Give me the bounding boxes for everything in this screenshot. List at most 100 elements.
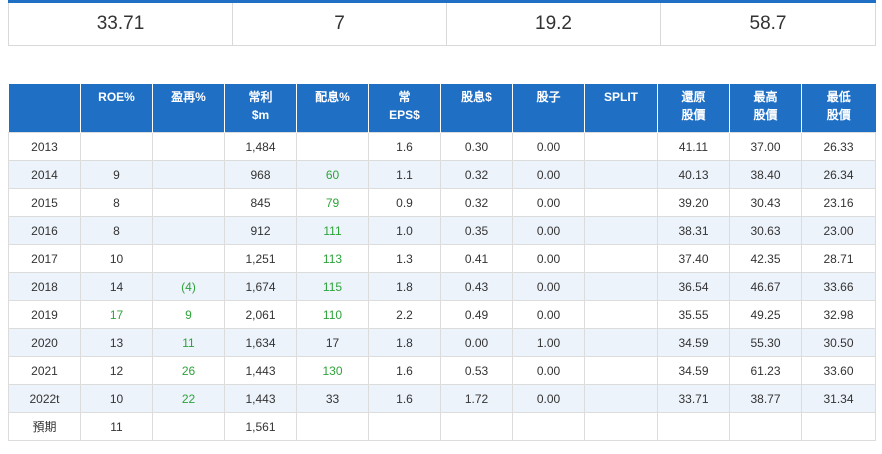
table-cell: 2,061 xyxy=(224,300,297,329)
table-cell: 33.66 xyxy=(801,272,876,301)
table-cell xyxy=(729,412,802,441)
table-cell: 0.32 xyxy=(440,160,513,189)
table-cell: 0.32 xyxy=(440,188,513,217)
table-cell xyxy=(584,412,658,441)
table-cell: 17 xyxy=(296,328,369,357)
table-cell: 26.33 xyxy=(801,132,876,161)
table-row: 2019 17 9 2,061 110 2.2 0.49 0.00 35.55 49.25 32.9… xyxy=(8,300,876,329)
table-cell: 115 xyxy=(296,272,369,301)
column-header-line: 股子 xyxy=(536,90,561,104)
table-cell xyxy=(584,244,658,273)
table-cell: 0.00 xyxy=(512,384,585,413)
table-cell: 55.30 xyxy=(729,328,802,357)
column-header: 最低 股價 xyxy=(801,84,876,133)
column-header-line: EPS$ xyxy=(389,108,420,122)
column-header-line: SPLIT xyxy=(603,90,638,104)
table-cell: 0.49 xyxy=(440,300,513,329)
table-cell: 0.00 xyxy=(512,216,585,245)
table-cell: 28.71 xyxy=(801,244,876,273)
table-cell xyxy=(584,384,658,413)
table-cell: 23.16 xyxy=(801,188,876,217)
table-cell: 36.54 xyxy=(657,272,730,301)
table-cell: 1.8 xyxy=(368,328,441,357)
financial-table: ROE% 盈再% 常利 $m 配息% 常 EPS$ 股息$ 股子 SPLIT 還原 股價 最高 股價 最低股… xyxy=(8,84,876,441)
column-header-line: 常利 xyxy=(248,90,273,104)
table-cell: 1,634 xyxy=(224,328,297,357)
summary-row: 33.71 7 19.2 58.7 xyxy=(8,0,876,46)
table-cell: 79 xyxy=(296,188,369,217)
table-cell: 35.55 xyxy=(657,300,730,329)
table-body: 2013 1,484 1.6 0.30 0.00 41.11 37.00 26.33 2014 9… xyxy=(8,132,876,441)
table-cell: (4) xyxy=(152,272,225,301)
table-cell: 1.72 xyxy=(440,384,513,413)
table-cell: 46.67 xyxy=(729,272,802,301)
table-cell: 0.00 xyxy=(440,328,513,357)
table-cell: 0.35 xyxy=(440,216,513,245)
table-cell: 111 xyxy=(296,216,369,245)
table-cell xyxy=(296,412,369,441)
column-header: 常利 $m xyxy=(224,84,297,133)
table-cell: 41.11 xyxy=(657,132,730,161)
table-cell: 26 xyxy=(152,356,225,385)
row-year: 2015 xyxy=(8,188,81,217)
table-cell xyxy=(584,328,658,357)
table-cell: 912 xyxy=(224,216,297,245)
table-row: 2013 1,484 1.6 0.30 0.00 41.11 37.00 26.33 xyxy=(8,132,876,161)
table-cell: 40.13 xyxy=(657,160,730,189)
table-cell: 110 xyxy=(296,300,369,329)
table-cell xyxy=(152,244,225,273)
summary-bar: 33.71 7 19.2 58.7 xyxy=(8,0,876,46)
table-cell: 9 xyxy=(152,300,225,329)
table-row: 2014 9 968 60 1.1 0.32 0.00 40.13 38.40 26.34 xyxy=(8,160,876,189)
table-cell: 22 xyxy=(152,384,225,413)
table-cell xyxy=(584,300,658,329)
table-cell: 0.00 xyxy=(512,188,585,217)
column-header-line: ROE% xyxy=(98,90,135,104)
column-header-line: 股價 xyxy=(826,108,851,122)
column-header-line: $m xyxy=(251,108,270,122)
column-header: 還原 股價 xyxy=(657,84,730,133)
table-cell: 39.20 xyxy=(657,188,730,217)
table-cell: 33.60 xyxy=(801,356,876,385)
row-year: 2020 xyxy=(8,328,81,357)
table-cell: 1.6 xyxy=(368,356,441,385)
row-year: 2019 xyxy=(8,300,81,329)
table-cell: 0.43 xyxy=(440,272,513,301)
summary-value: 7 xyxy=(232,0,447,46)
column-header: 股息$ xyxy=(440,84,513,133)
column-header: 常 EPS$ xyxy=(368,84,441,133)
table-cell xyxy=(657,412,730,441)
table-cell: 33 xyxy=(296,384,369,413)
table-cell: 17 xyxy=(80,300,153,329)
table-cell: 0.53 xyxy=(440,356,513,385)
table-cell: 11 xyxy=(80,412,153,441)
column-header-line: 股息$ xyxy=(461,90,492,104)
table-cell: 0.00 xyxy=(512,272,585,301)
table-cell: 1,443 xyxy=(224,356,297,385)
table-cell: 968 xyxy=(224,160,297,189)
row-year: 2016 xyxy=(8,216,81,245)
table-cell xyxy=(296,132,369,161)
column-header-line: 盈再% xyxy=(171,90,206,104)
table-cell: 0.00 xyxy=(512,244,585,273)
table-cell: 34.59 xyxy=(657,328,730,357)
table-cell: 23.00 xyxy=(801,216,876,245)
column-header: SPLIT xyxy=(584,84,658,133)
table-cell: 113 xyxy=(296,244,369,273)
table-cell: 38.77 xyxy=(729,384,802,413)
table-cell: 37.40 xyxy=(657,244,730,273)
column-header xyxy=(8,84,81,133)
summary-value: 58.7 xyxy=(660,0,876,46)
table-cell: 0.41 xyxy=(440,244,513,273)
table-cell: 130 xyxy=(296,356,369,385)
table-cell xyxy=(584,216,658,245)
table-cell: 34.59 xyxy=(657,356,730,385)
table-cell xyxy=(584,188,658,217)
column-header-line: 常 xyxy=(398,90,411,104)
table-cell: 37.00 xyxy=(729,132,802,161)
column-header-line: 最低 xyxy=(826,90,851,104)
table-cell: 1,443 xyxy=(224,384,297,413)
table-cell: 1.3 xyxy=(368,244,441,273)
table-cell xyxy=(584,356,658,385)
table-cell: 1.00 xyxy=(512,328,585,357)
